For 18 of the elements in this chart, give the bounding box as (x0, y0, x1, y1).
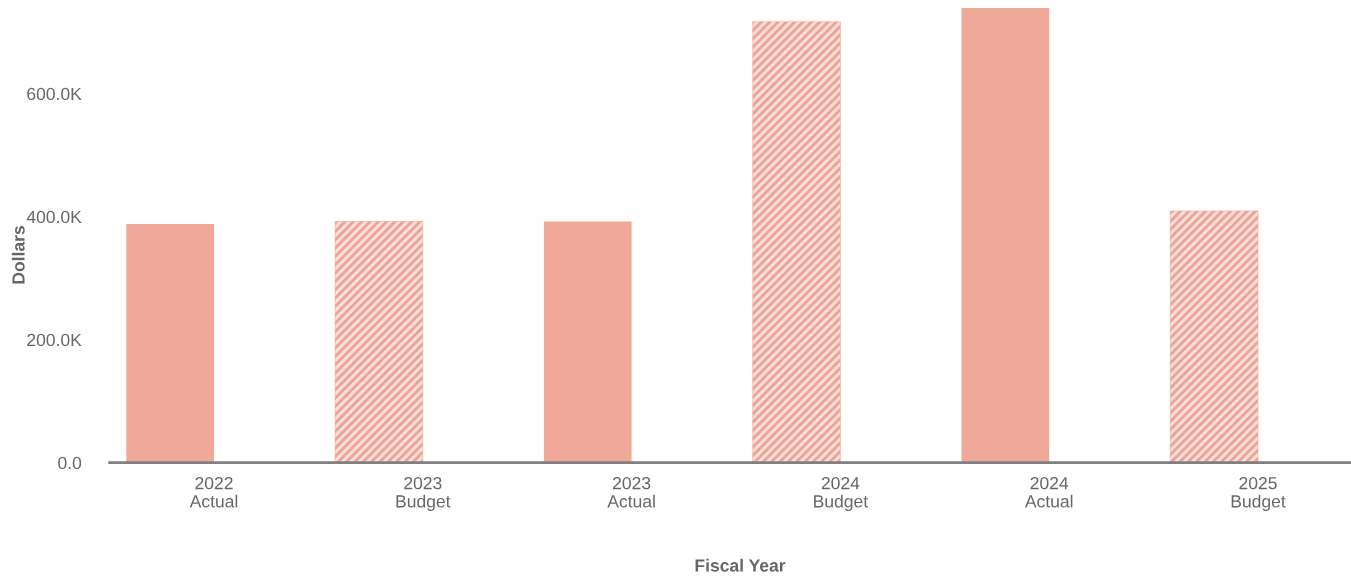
y-tick-label: 0.0 (58, 456, 82, 470)
bar (543, 221, 632, 463)
bar (752, 21, 841, 463)
x-tick-label: 2025 Budget (1231, 476, 1286, 512)
x-tick-label: 2023 Budget (396, 476, 451, 512)
y-tick-label: 400.0K (26, 210, 82, 224)
bar (334, 221, 424, 463)
x-tick-label: 2022 Actual (189, 476, 238, 508)
bar (961, 8, 1050, 463)
y-tick-label: 200.0K (27, 333, 82, 347)
bar (126, 223, 214, 463)
x-tick-label: 2023 Actual (607, 476, 655, 508)
x-tick-label: 2024 Budget (814, 476, 869, 512)
bar (1170, 210, 1259, 463)
y-tick-label: 600.0K (27, 87, 82, 101)
y-axis-title: Dollars (11, 226, 25, 284)
x-axis-title: Fiscal Year (695, 558, 786, 572)
x-tick-label: 2024 Actual (1024, 476, 1073, 508)
